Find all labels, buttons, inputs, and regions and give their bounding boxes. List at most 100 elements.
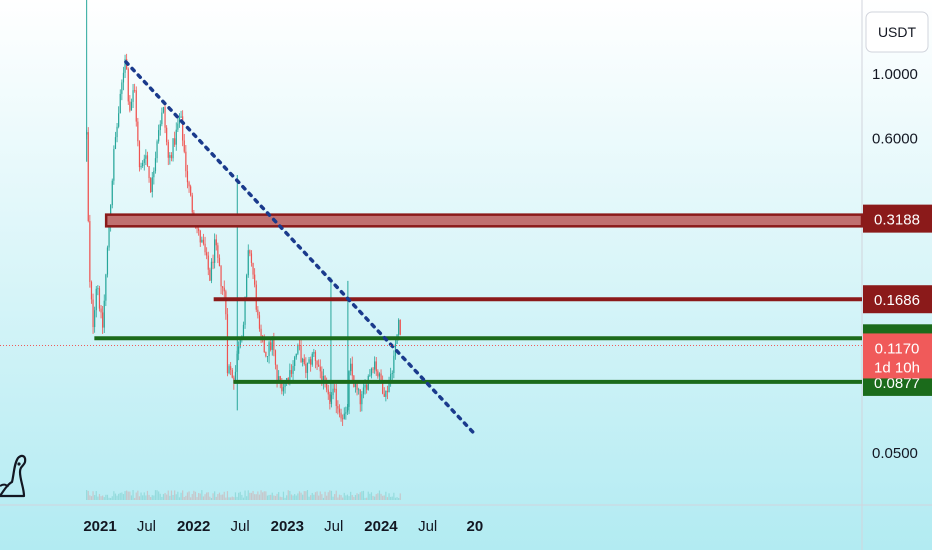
volume-bar [218, 492, 221, 500]
volume-bar [361, 491, 363, 500]
volume-bar [274, 495, 277, 500]
candle-body [190, 186, 192, 196]
candle-body [246, 275, 248, 298]
time-tick-label: 2021 [83, 518, 116, 535]
volume-bar [220, 494, 222, 500]
volume-bar [244, 490, 246, 500]
candle-body [146, 155, 149, 167]
volume-bar [382, 495, 384, 500]
candle-body [177, 123, 179, 130]
volume-bar [290, 494, 293, 500]
candle-body [327, 389, 329, 395]
volume-bar [335, 490, 337, 500]
currency-button[interactable] [865, 11, 929, 53]
volume-bar [158, 491, 160, 500]
price-axis[interactable]: 1.0000 0.6000 0.0500 [872, 66, 918, 462]
volume-bar [391, 496, 393, 500]
volume-bar [121, 492, 123, 500]
volume-bar [153, 495, 155, 500]
candle-body [206, 252, 208, 256]
volume-bar [162, 494, 165, 500]
candle-body [250, 253, 253, 263]
volume-bar [263, 491, 265, 500]
volume-bar [226, 491, 229, 500]
volume-bar [356, 493, 358, 500]
price-tick-label: 0.6000 [872, 131, 918, 148]
volume-bar [142, 495, 144, 500]
volume-bar [374, 496, 376, 500]
time-tick-label: Jul [231, 518, 250, 535]
candle-body [252, 262, 254, 275]
candle-body [119, 93, 121, 114]
volume-bar [180, 492, 182, 500]
candle-body [386, 390, 389, 393]
volume-bar [305, 491, 307, 500]
candle-body [114, 137, 117, 149]
volume-bar [287, 490, 289, 500]
candle-body [143, 158, 145, 163]
time-tick-label: 20 [467, 518, 484, 535]
volume-bar [212, 493, 214, 500]
volume-bar [238, 492, 240, 500]
volume-bar [110, 497, 112, 500]
volume-bar [343, 492, 345, 500]
candle-body [113, 148, 115, 181]
volume-bar [185, 495, 187, 500]
candle-body [191, 195, 193, 213]
volume-bar [228, 497, 230, 500]
volume-bar [148, 494, 150, 500]
volume-bar [298, 491, 301, 500]
candle-body [220, 266, 222, 287]
volume-bar [282, 491, 285, 500]
candle-body [159, 124, 161, 131]
volume-bar [217, 494, 219, 500]
volume-bar [95, 491, 97, 500]
candle-body [297, 345, 299, 354]
currency-label: USDT [878, 24, 917, 40]
volume-bar [231, 496, 233, 500]
candle-body [351, 363, 353, 376]
candle-body [210, 261, 213, 281]
levels-layer [94, 213, 864, 384]
volume-bar [119, 492, 121, 500]
volume-bar [338, 494, 341, 500]
candle-body [188, 182, 190, 187]
candle-body [204, 243, 206, 253]
plot-area[interactable] [0, 0, 862, 505]
resistance-zone-tag [863, 204, 932, 233]
candle-body [364, 384, 366, 388]
candle-body [172, 138, 174, 159]
volume-bar [322, 497, 325, 500]
candle-body [158, 130, 160, 142]
volume-bar [270, 494, 272, 500]
candle-body [226, 314, 229, 374]
time-tick-label: Jul [137, 518, 156, 535]
time-axis[interactable]: 2021 Jul 2022 Jul 2023 Jul 2024 Jul 20 [83, 518, 483, 535]
candle-body [95, 288, 97, 311]
candle-body [214, 239, 216, 263]
candle-body [106, 247, 109, 275]
volume-bar [278, 492, 280, 500]
candle-body [145, 155, 147, 159]
candle-body [212, 261, 214, 263]
candle-body [300, 345, 302, 363]
volume-bar [222, 494, 224, 500]
candle-body [378, 373, 381, 377]
volume-bar [318, 495, 320, 500]
candle-body [294, 357, 296, 366]
volume-bar [234, 492, 237, 500]
candle-body [345, 412, 347, 414]
volume-bar [154, 490, 157, 500]
candle-body [388, 381, 390, 393]
volume-bar [316, 491, 318, 500]
volume-bar [106, 494, 109, 500]
current-price-tag-text: 1d 10h [874, 359, 920, 376]
candle-body [271, 339, 273, 350]
volume-bar [86, 490, 88, 500]
candle-body [129, 101, 131, 111]
volume-bar [306, 490, 309, 500]
volume-bar [319, 491, 321, 500]
candle-body [258, 315, 261, 329]
